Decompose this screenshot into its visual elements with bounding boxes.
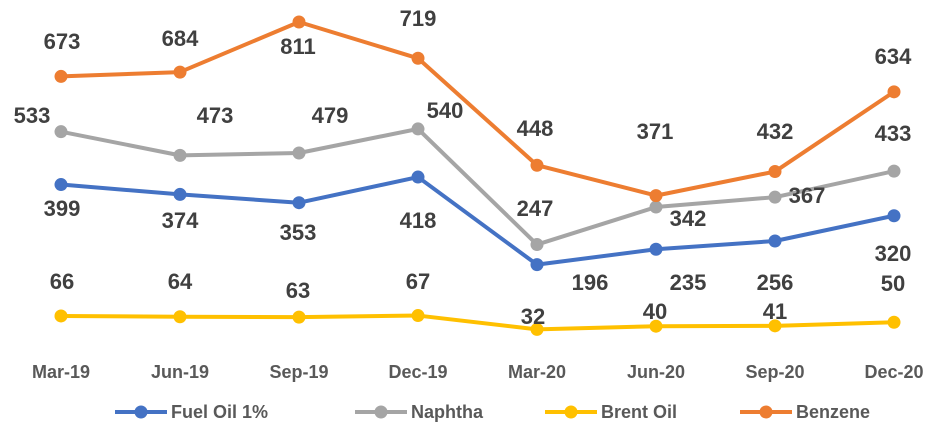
- data-label: 374: [162, 208, 199, 233]
- data-label: 479: [312, 103, 349, 128]
- series-line: [60, 19, 896, 198]
- data-label: 418: [400, 208, 437, 233]
- data-label: 371: [637, 119, 674, 144]
- data-point: [768, 234, 782, 248]
- data-point: [649, 242, 663, 256]
- data-point: [887, 209, 901, 223]
- series-line: [60, 126, 895, 247]
- x-tick-label: Dec-20: [864, 362, 923, 382]
- data-point: [530, 258, 544, 272]
- data-label: 235: [670, 270, 707, 295]
- x-tick-label: Dec-19: [388, 362, 447, 382]
- data-point: [292, 196, 306, 210]
- data-point: [649, 200, 663, 214]
- series-line: [60, 175, 895, 267]
- legend-marker: [564, 405, 578, 419]
- legend-label: Benzene: [796, 402, 870, 422]
- data-point: [887, 164, 901, 178]
- data-label: 41: [763, 299, 787, 324]
- data-label: 433: [875, 121, 912, 146]
- data-point: [54, 125, 68, 139]
- x-tick-label: Mar-20: [508, 362, 566, 382]
- data-point: [292, 146, 306, 160]
- data-point: [411, 309, 425, 323]
- data-point: [411, 122, 425, 136]
- data-point: [649, 319, 663, 333]
- legend-marker: [374, 405, 388, 419]
- data-label: 367: [789, 183, 826, 208]
- data-point: [530, 322, 544, 336]
- data-point: [54, 309, 68, 323]
- data-label: 684: [162, 26, 199, 51]
- data-label: 50: [881, 271, 905, 296]
- data-label: 64: [168, 269, 193, 294]
- data-label: 634: [875, 44, 912, 69]
- data-label: 353: [280, 220, 317, 245]
- data-label: 67: [406, 269, 430, 294]
- data-point: [54, 69, 68, 83]
- data-label: 32: [521, 304, 545, 329]
- data-point: [768, 319, 782, 333]
- data-point: [887, 85, 901, 99]
- series-line: [60, 313, 895, 332]
- data-point: [173, 187, 187, 201]
- data-label: 673: [44, 29, 81, 54]
- data-label: 533: [14, 103, 51, 128]
- data-label: 719: [400, 6, 437, 31]
- data-label: 247: [517, 196, 554, 221]
- data-point: [768, 190, 782, 204]
- data-label: 196: [572, 270, 609, 295]
- data-point: [173, 65, 187, 79]
- data-point: [530, 158, 544, 172]
- data-point: [292, 15, 306, 29]
- data-point: [411, 170, 425, 184]
- data-label: 63: [286, 278, 310, 303]
- data-label: 473: [197, 103, 234, 128]
- x-tick-label: Jun-20: [627, 362, 685, 382]
- data-label: 66: [50, 269, 74, 294]
- data-point: [292, 310, 306, 324]
- legend-label: Brent Oil: [601, 402, 677, 422]
- x-tick-label: Jun-19: [151, 362, 209, 382]
- data-point: [173, 148, 187, 162]
- data-point: [530, 238, 544, 252]
- data-label: 256: [757, 270, 794, 295]
- data-label: 540: [427, 98, 464, 123]
- legend-marker: [759, 405, 773, 419]
- x-tick-label: Sep-19: [269, 362, 328, 382]
- x-tick-label: Mar-19: [32, 362, 90, 382]
- data-point: [768, 165, 782, 179]
- data-label: 40: [643, 299, 667, 324]
- data-point: [411, 51, 425, 65]
- legend-marker: [134, 405, 148, 419]
- data-label: 320: [875, 241, 912, 266]
- data-label: 342: [670, 206, 707, 231]
- data-point: [54, 178, 68, 192]
- x-tick-label: Sep-20: [745, 362, 804, 382]
- legend-label: Fuel Oil 1%: [171, 402, 268, 422]
- data-label: 399: [44, 196, 81, 221]
- legend-label: Naphtha: [411, 402, 484, 422]
- data-label: 811: [280, 34, 316, 59]
- data-point: [173, 310, 187, 324]
- data-point: [887, 315, 901, 329]
- data-label: 448: [517, 116, 554, 141]
- data-point: [649, 189, 663, 203]
- data-label: 432: [757, 119, 794, 144]
